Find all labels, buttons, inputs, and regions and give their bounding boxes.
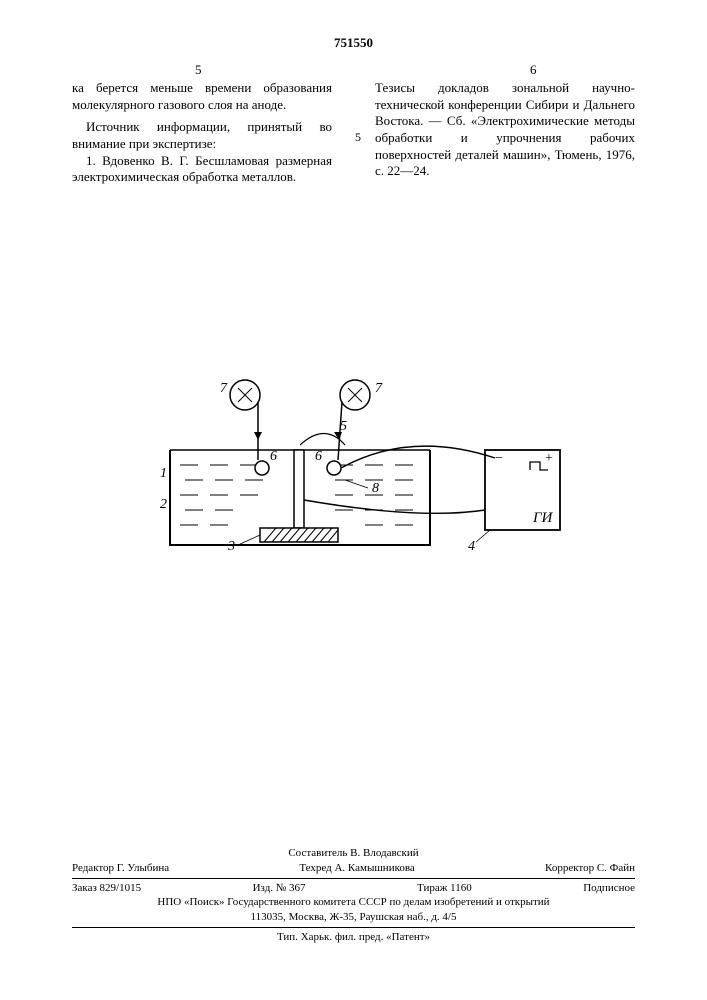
label-3: 3 — [227, 539, 235, 554]
footer-org: НПО «Поиск» Государственного комитета СС… — [72, 895, 635, 910]
patent-number: 751550 — [0, 35, 707, 51]
footer-sign: Подписное — [583, 881, 635, 896]
label-6a: 6 — [270, 449, 277, 464]
footer-tirage: Тираж 1160 — [417, 881, 472, 896]
column-number-right: 6 — [530, 62, 537, 78]
right-p1: Тезисы докладов зональной научно-техниче… — [375, 80, 635, 180]
footer-tech: Техред А. Камышникова — [299, 861, 414, 876]
line-marker-5: 5 — [355, 130, 361, 145]
label-plus: + — [545, 451, 553, 466]
label-minus: − — [495, 451, 503, 466]
footer-address: 113035, Москва, Ж-35, Раушская наб., д. … — [72, 910, 635, 925]
label-2: 2 — [160, 497, 167, 512]
footer-corrector: Корректор С. Файн — [545, 861, 635, 876]
right-column: Тезисы докладов зональной научно-техниче… — [375, 80, 635, 180]
label-8: 8 — [372, 481, 379, 496]
footer-compiler: Составитель В. Влодавский — [72, 846, 635, 861]
left-column: ка берется меньше времени образования мо… — [72, 80, 332, 186]
label-6b: 6 — [315, 449, 322, 464]
label-1: 1 — [160, 466, 167, 481]
label-7b: 7 — [375, 381, 383, 396]
column-number-left: 5 — [195, 62, 202, 78]
label-4: 4 — [468, 539, 475, 554]
footer-izd: Изд. № 367 — [253, 881, 306, 896]
footer-editor: Редактор Г. Улыбина — [72, 861, 169, 876]
left-p1: ка берется меньше времени образования мо… — [72, 80, 332, 113]
label-7a: 7 — [220, 381, 228, 396]
footer-block: Составитель В. Влодавский Редактор Г. Ул… — [72, 846, 635, 945]
technical-diagram: 1 2 3 4 5 6 6 7 7 8 − + ГИ — [150, 350, 570, 590]
footer-order: Заказ 829/1015 — [72, 881, 141, 896]
left-p3: 1. Вдовенко В. Г. Бесшламовая размерная … — [72, 153, 332, 186]
left-p2: Источник информации, принятый во внимани… — [72, 119, 332, 152]
label-gi: ГИ — [532, 510, 554, 526]
footer-printer: Тип. Харьк. фил. пред. «Патент» — [72, 930, 635, 945]
label-5: 5 — [340, 419, 347, 434]
